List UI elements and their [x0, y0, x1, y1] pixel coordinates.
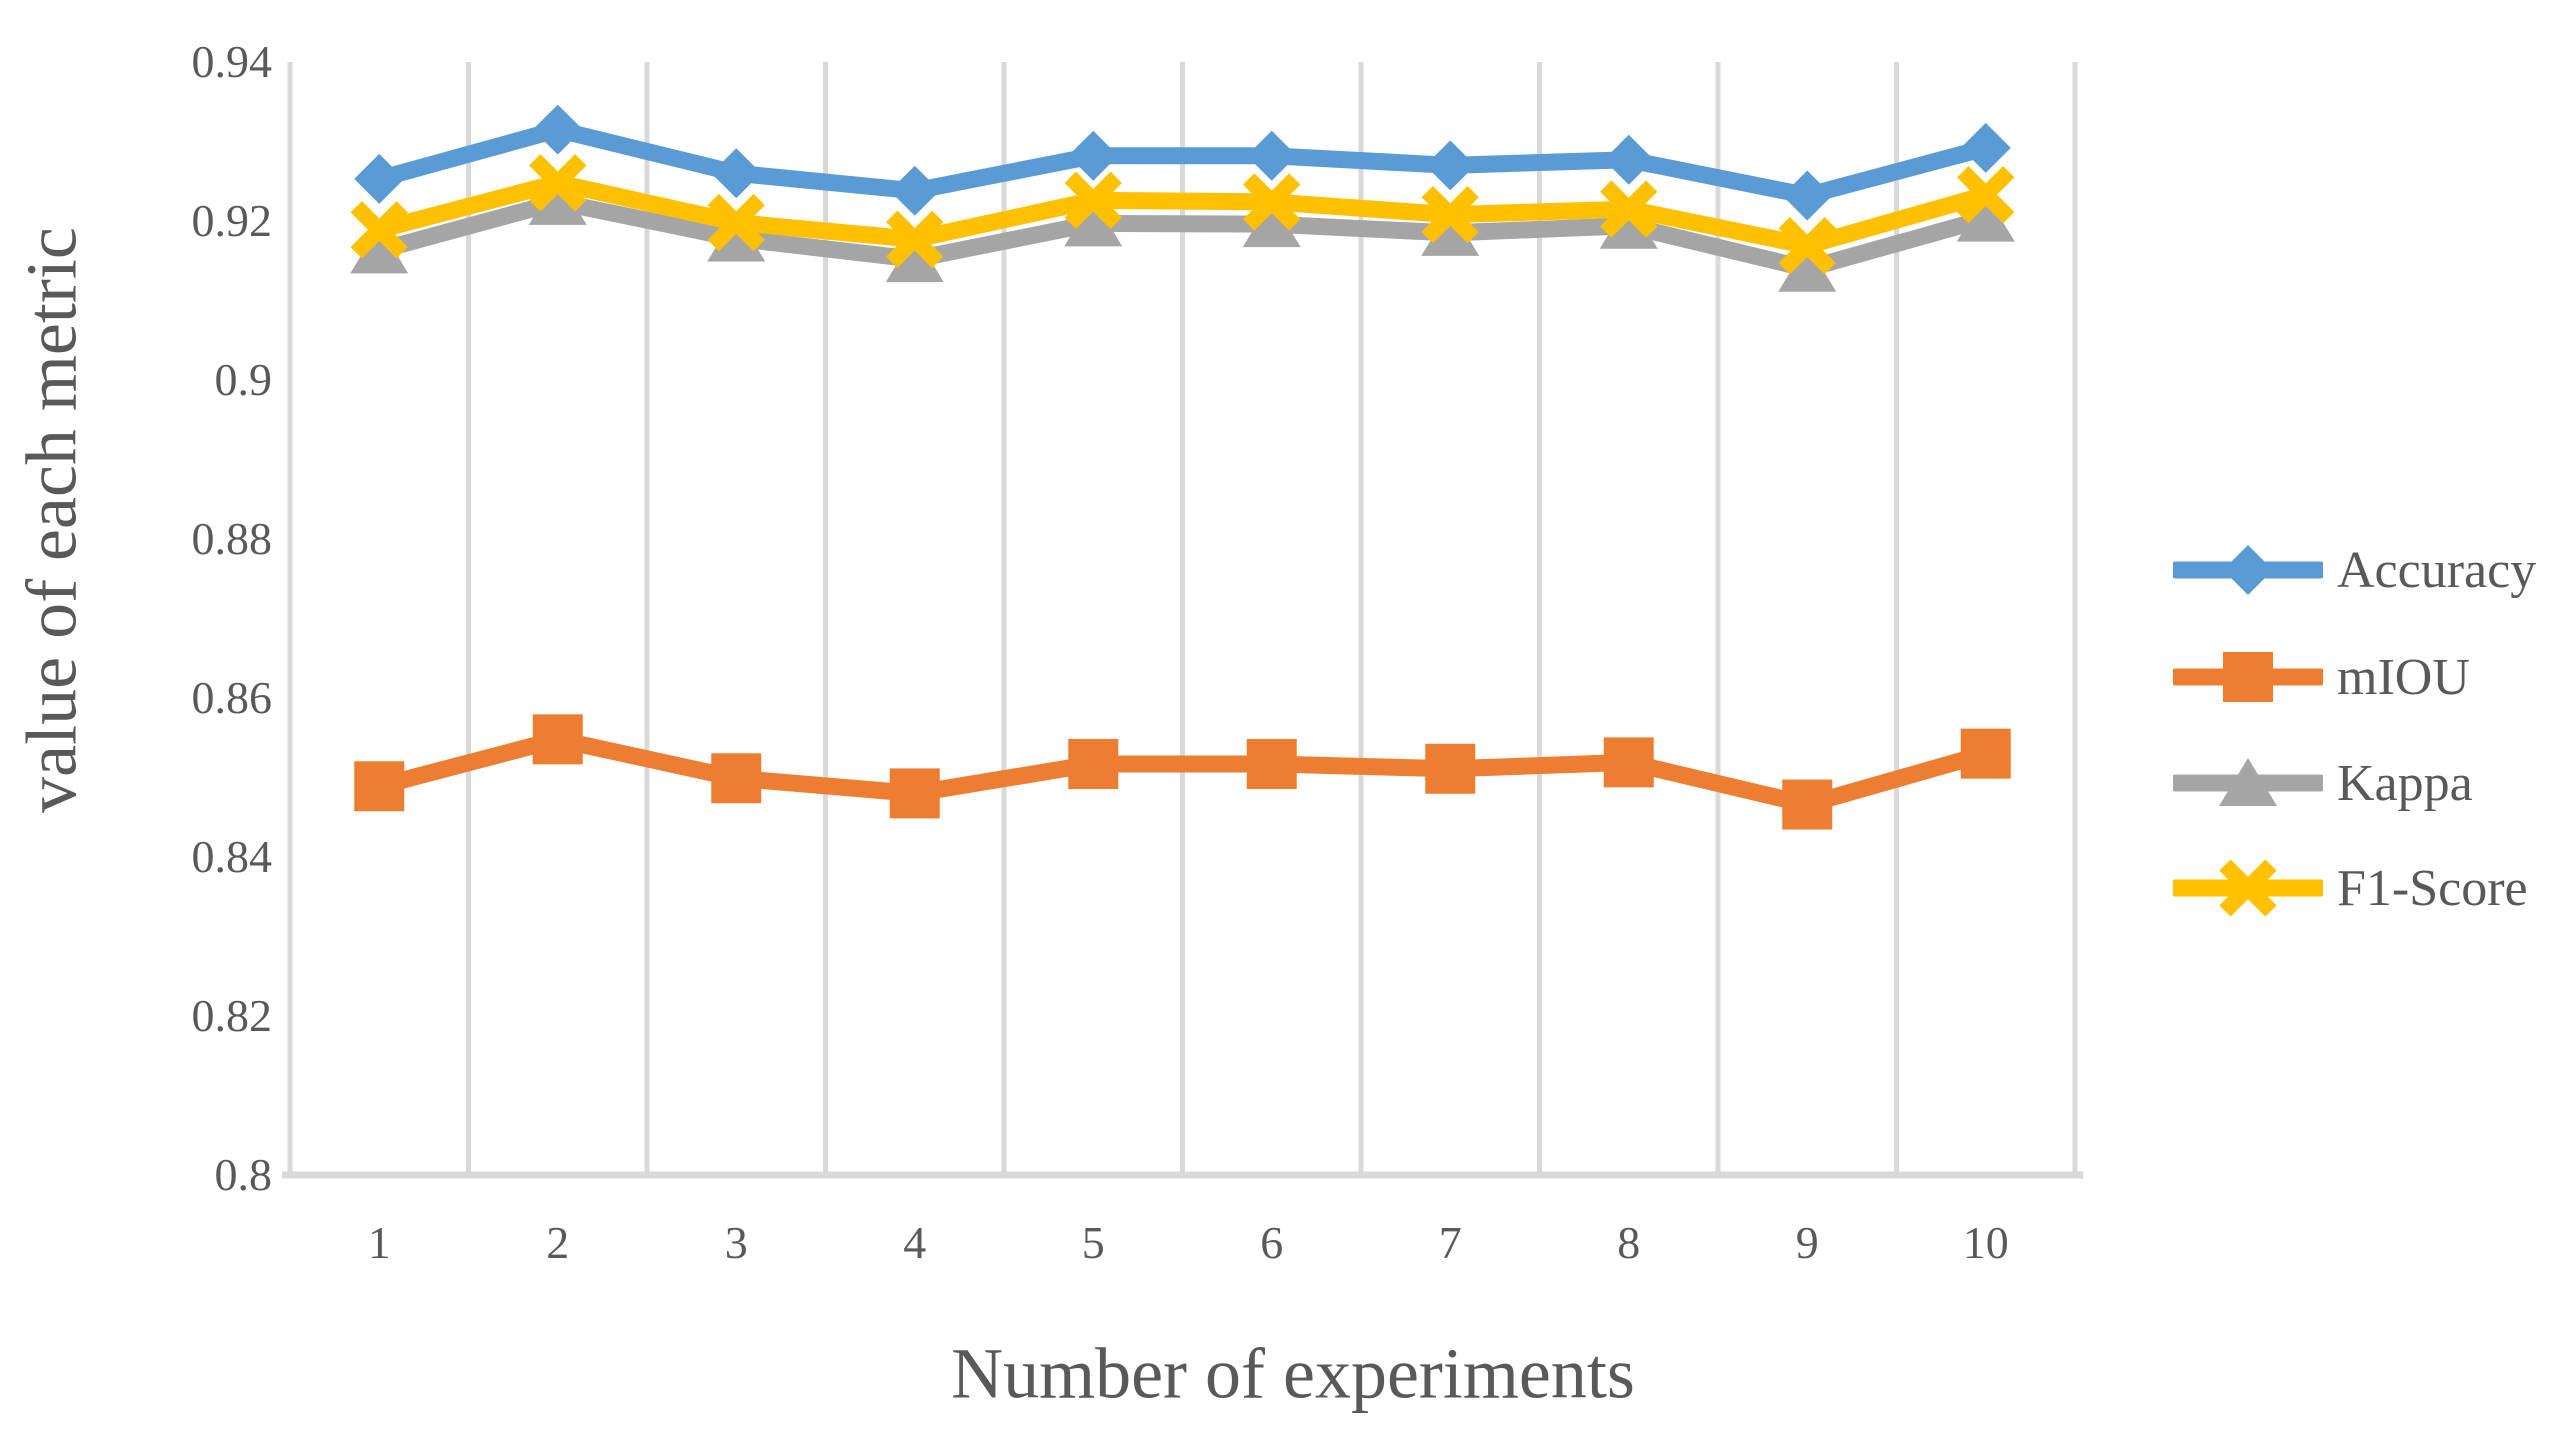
triangle-marker — [1064, 198, 1123, 247]
series-line-f1-score — [370, 174, 1995, 255]
square-marker — [1246, 738, 1297, 789]
triangle-marker — [1778, 243, 1837, 292]
diamond-marker — [1782, 170, 1833, 221]
square-marker — [1068, 738, 1119, 789]
x-tick-label: 10 — [1962, 1217, 2009, 1268]
diamond-marker — [1960, 122, 2011, 173]
diamond-marker — [889, 165, 940, 216]
x-marker — [1421, 185, 1479, 244]
x-tick-label: 5 — [1081, 1217, 1105, 1268]
diamond-marker — [354, 153, 405, 204]
triangle-marker — [707, 213, 766, 262]
square-marker — [1603, 737, 1654, 788]
x-marker — [1243, 173, 1301, 231]
square-marker — [1782, 779, 1833, 830]
diamond-marker — [1068, 130, 1119, 181]
diamond-marker — [1603, 134, 1654, 185]
diamond-marker — [1246, 130, 1297, 181]
square-marker — [711, 753, 762, 804]
x-tick-label: 4 — [903, 1217, 927, 1268]
x-tick-label: 3 — [724, 1217, 748, 1268]
series-line-accuracy — [370, 121, 1995, 205]
triangle-marker — [528, 176, 587, 225]
square-marker — [889, 768, 940, 819]
y-tick-label: 0.86 — [191, 672, 273, 723]
y-tick-label: 0.88 — [191, 513, 273, 564]
x-marker — [529, 154, 587, 212]
y-tick-label: 0.92 — [191, 195, 273, 246]
square-marker — [1425, 743, 1476, 794]
diamond-marker — [711, 148, 762, 199]
square-marker — [532, 714, 583, 765]
y-tick-label: 0.9 — [214, 354, 273, 405]
x-marker — [1957, 166, 2015, 224]
x-marker — [707, 193, 765, 252]
series-line-kappa — [370, 193, 1995, 278]
x-tick-label: 9 — [1795, 1217, 1819, 1268]
x-tick-label: 2 — [546, 1217, 570, 1268]
y-tick-label: 0.82 — [191, 990, 273, 1041]
series-line-miou — [370, 730, 1995, 814]
diamond-marker — [532, 104, 583, 155]
x-marker — [886, 210, 944, 268]
triangle-marker — [1956, 193, 2015, 242]
square-marker — [354, 761, 405, 812]
x-tick-label: 7 — [1438, 1217, 1462, 1268]
x-tick-label: 1 — [367, 1217, 391, 1268]
y-tick-label: 0.8 — [214, 1149, 273, 1200]
triangle-marker — [1242, 199, 1301, 248]
x-tick-label: 8 — [1617, 1217, 1641, 1268]
triangle-marker — [885, 234, 944, 283]
triangle-marker — [1421, 207, 1480, 256]
diamond-marker — [1425, 140, 1476, 191]
x-marker — [350, 201, 408, 259]
x-marker — [1064, 171, 1122, 229]
x-marker — [1600, 180, 1658, 238]
y-tick-label: 0.84 — [191, 831, 273, 882]
x-tick-label: 6 — [1260, 1217, 1284, 1268]
triangle-marker — [1599, 200, 1658, 249]
x-axis-title: Number of experiments — [951, 1333, 1635, 1414]
x-marker — [1778, 216, 1836, 275]
triangle-marker — [350, 225, 409, 274]
square-marker — [1960, 728, 2011, 779]
y-tick-label: 0.94 — [191, 36, 273, 87]
